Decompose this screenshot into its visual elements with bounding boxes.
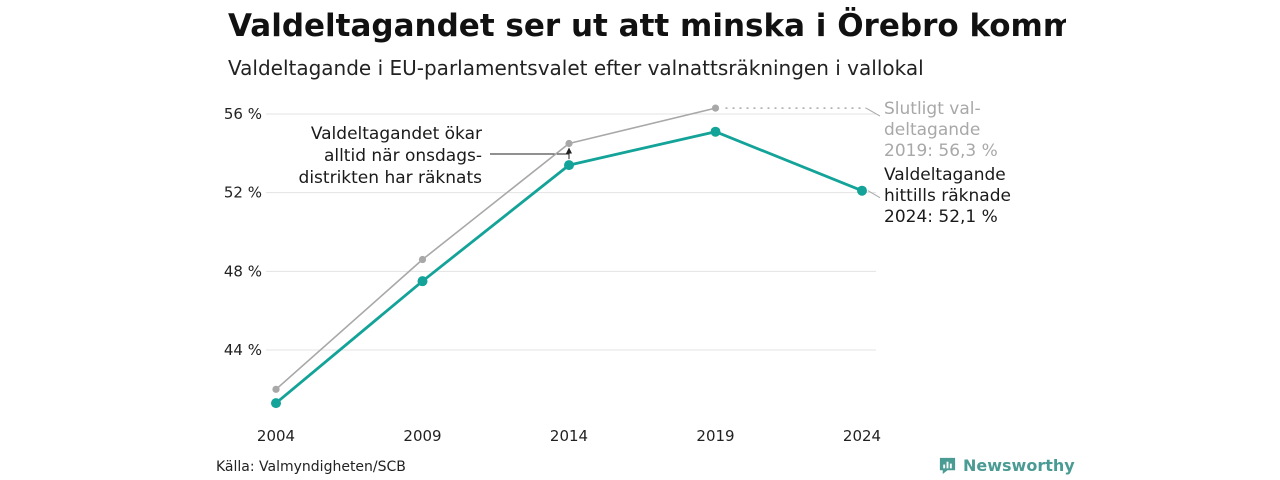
current-series-point xyxy=(271,398,281,409)
current-series-point xyxy=(857,185,867,196)
wednesday-annotation: Valdeltagandet ökar xyxy=(311,124,482,144)
x-tick-label: 2009 xyxy=(403,427,441,445)
current-series-point xyxy=(710,126,721,137)
x-tick-label: 2019 xyxy=(696,427,734,445)
series-layer xyxy=(271,104,867,409)
page-title: Valdeltagandet ser ut att minska i Örebr… xyxy=(228,8,1066,44)
final-annotation: 2019: 56,3 % xyxy=(884,141,998,161)
y-tick-label: 48 % xyxy=(224,262,262,280)
brand-logo[interactable]: Newsworthy xyxy=(938,456,1075,475)
wednesday-annotation: distrikten har räknats xyxy=(299,168,483,188)
y-tick-label: 56 % xyxy=(224,105,262,123)
y-tick-label: 44 % xyxy=(224,341,262,359)
final-annotation: Slutligt val- xyxy=(884,99,981,119)
grid-layer xyxy=(266,113,876,351)
page-subtitle: Valdeltagande i EU-parlamentsvalet efter… xyxy=(228,56,924,80)
final-annotation: deltagande xyxy=(884,120,980,140)
title-container: Valdeltagandet ser ut att minska i Örebr… xyxy=(228,4,1066,50)
final-series-point xyxy=(711,104,720,112)
y-tick-label: 52 % xyxy=(224,184,262,202)
final-label-leader xyxy=(865,107,881,117)
current-annotation: Valdeltagande xyxy=(884,165,1006,185)
wednesday-annotation: alltid när onsdags- xyxy=(324,146,482,166)
current-annotation: hittills räknade xyxy=(884,186,1011,206)
current-label-leader xyxy=(867,190,881,199)
brand-name: Newsworthy xyxy=(963,456,1075,475)
x-tick-label: 2024 xyxy=(843,427,881,445)
current-series-point xyxy=(564,160,574,171)
final-series-point xyxy=(565,139,573,148)
final-series-line xyxy=(275,107,716,390)
annotation-lines xyxy=(490,107,881,199)
x-axis-ticks: 2004 2009 2014 2019 2024 xyxy=(257,427,881,445)
source-note: Källa: Valmyndigheten/SCB xyxy=(216,459,406,475)
final-series-point xyxy=(418,255,427,264)
y-axis-ticks: 44 % 48 % 52 % 56 % xyxy=(224,105,262,359)
current-annotation: 2024: 52,1 % xyxy=(884,207,998,227)
x-tick-label: 2014 xyxy=(550,427,588,445)
current-series-point xyxy=(417,276,428,287)
note-arrow-head xyxy=(566,147,572,154)
newsworthy-icon xyxy=(939,457,956,475)
x-tick-label: 2004 xyxy=(257,427,295,445)
final-series-point xyxy=(272,385,280,393)
